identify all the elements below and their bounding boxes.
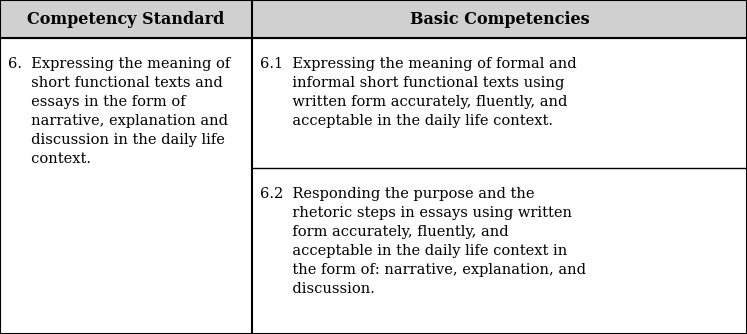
Text: Basic Competencies: Basic Competencies (409, 10, 589, 27)
Text: narrative, explanation and: narrative, explanation and (8, 114, 228, 128)
Text: 6.1  Expressing the meaning of formal and: 6.1 Expressing the meaning of formal and (260, 57, 577, 71)
Text: short functional texts and: short functional texts and (8, 76, 223, 90)
Text: written form accurately, fluently, and: written form accurately, fluently, and (260, 95, 568, 109)
Text: discussion.: discussion. (260, 282, 375, 296)
Text: acceptable in the daily life context in: acceptable in the daily life context in (260, 244, 567, 258)
Text: 6.  Expressing the meaning of: 6. Expressing the meaning of (8, 57, 230, 71)
Text: acceptable in the daily life context.: acceptable in the daily life context. (260, 114, 553, 128)
Text: essays in the form of: essays in the form of (8, 95, 185, 109)
Text: form accurately, fluently, and: form accurately, fluently, and (260, 225, 509, 239)
Text: informal short functional texts using: informal short functional texts using (260, 76, 565, 90)
Text: context.: context. (8, 152, 91, 166)
Text: discussion in the daily life: discussion in the daily life (8, 133, 225, 147)
Text: rhetoric steps in essays using written: rhetoric steps in essays using written (260, 206, 572, 220)
Text: Competency Standard: Competency Standard (28, 10, 225, 27)
Text: the form of: narrative, explanation, and: the form of: narrative, explanation, and (260, 263, 586, 277)
Text: 6.2  Responding the purpose and the: 6.2 Responding the purpose and the (260, 187, 535, 201)
